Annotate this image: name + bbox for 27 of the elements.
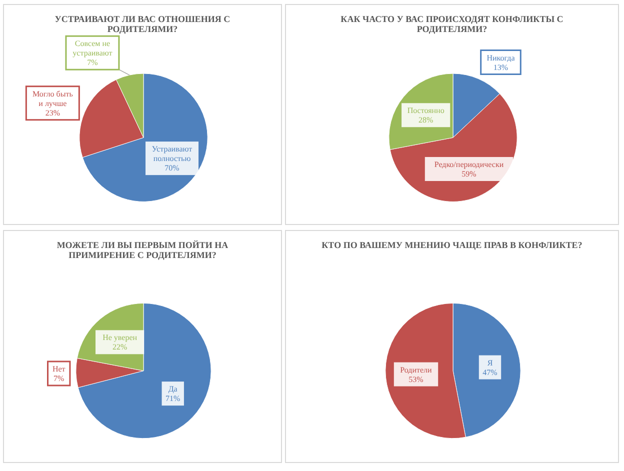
slice-label: Могло быть и лучше xyxy=(32,89,74,108)
data-label: 47% xyxy=(482,368,498,377)
data-label: 71% xyxy=(166,394,181,404)
data-label: 28% xyxy=(418,116,434,125)
data-label: 70% xyxy=(164,164,180,173)
chart-title: МОЖЕТЕ ЛИ ВЫ ПЕРВЫМ ПОЙТИ НА ПРИМИРЕНИЕ С РОДИТЕЛЯМИ? xyxy=(56,240,230,260)
data-label: 23% xyxy=(45,108,60,118)
chart-title: КТО ПО ВАШЕМУ МНЕНИЮ ЧАЩЕ ПРАВ В КОНФЛИКТЕ? xyxy=(320,240,584,250)
slice-label: Редко/периодически xyxy=(434,160,504,170)
data-label: 7% xyxy=(87,58,98,68)
slice-label: Не уверен xyxy=(102,333,138,342)
data-label: 13% xyxy=(493,62,508,72)
slice-label: Нет xyxy=(52,364,66,374)
data-label: 59% xyxy=(462,170,477,179)
slice-label: Никогда xyxy=(486,53,516,62)
chart-title: КАК ЧАСТО У ВАС ПРОИСХОДЯТ КОНФЛИКТЫ С РОДИТЕЛЯМИ? xyxy=(340,14,564,34)
slice-label: Да xyxy=(168,384,178,394)
slice-label: Постоянно xyxy=(407,106,444,116)
slice-label: Я xyxy=(487,358,494,368)
data-label: 22% xyxy=(112,342,128,352)
chart-title: УСТРАИВАЮТ ЛИ ВАС ОТНОШЕНИЯ С РОДИТЕЛЯМИ? xyxy=(54,14,232,34)
data-label: 7% xyxy=(54,374,65,383)
slice-label: Родители xyxy=(400,365,433,374)
pie-slice xyxy=(78,302,212,439)
data-label: 53% xyxy=(408,374,424,384)
slice-label: Совсем не устраивают xyxy=(72,39,113,58)
slice-label: Устраивают полностью xyxy=(152,144,193,164)
